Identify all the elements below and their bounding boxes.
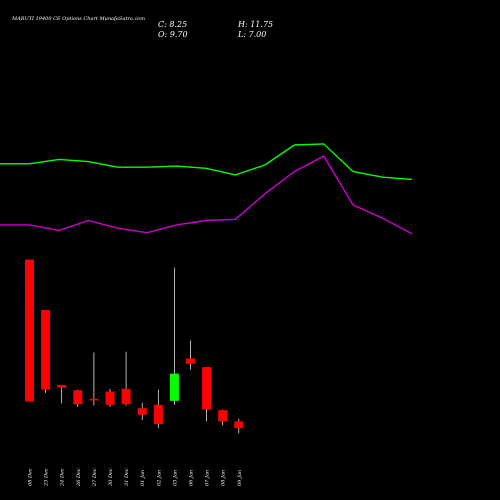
candle <box>202 367 212 422</box>
candle <box>73 389 83 407</box>
x-tick-label: 31 Dec <box>124 468 130 486</box>
close-value: C: 8.25 <box>158 20 187 29</box>
candle <box>186 340 195 370</box>
candle <box>137 402 147 421</box>
candle-body-down <box>57 384 67 388</box>
candlestick-series <box>25 259 244 434</box>
x-tick-label: 08 Dec <box>28 468 34 486</box>
candle <box>153 389 163 429</box>
x-tick-label: 23 Dec <box>44 468 50 487</box>
candle-body-down <box>218 410 228 422</box>
candle-body-down <box>202 367 212 410</box>
candle <box>105 388 115 407</box>
x-tick-label: 03 Jan <box>172 470 178 486</box>
candle-body-down <box>137 408 147 415</box>
x-tick-label: 09 Jan <box>237 470 243 486</box>
x-axis-tick-labels: 08 Dec 23 Dec 24 Dec 26 Dec 27 Dec 30 Dec 31 D… <box>28 468 243 487</box>
x-tick-label: 30 Dec <box>108 468 114 486</box>
candle-body-down <box>234 421 244 429</box>
candle-body-down <box>25 259 34 402</box>
candle <box>169 267 179 405</box>
x-tick-label: 01 Jan <box>140 470 146 486</box>
x-tick-label: 27 Dec <box>92 468 98 487</box>
candle-body-down <box>73 390 83 405</box>
candle <box>89 352 99 406</box>
candle-body-down <box>186 358 195 364</box>
candle <box>218 409 228 426</box>
candle-body-down <box>153 404 163 425</box>
low-value: L: 7.00 <box>237 30 266 39</box>
candle <box>57 384 67 404</box>
candle <box>41 310 51 393</box>
indicator-lines <box>0 143 413 235</box>
x-tick-label: 08 Jan <box>221 470 227 486</box>
x-tick-label: 02 Jan <box>156 470 162 486</box>
chart-title: MARUTI 19400 CE Options Chart MunafaSutr… <box>11 16 145 22</box>
x-tick-label: 07 Jan <box>205 470 211 486</box>
open-value: O: 9.70 <box>158 30 188 39</box>
x-tick-label: 06 Jan <box>189 470 195 486</box>
candle <box>121 351 131 406</box>
candle-body-up <box>169 373 179 401</box>
high-value: H: 11.75 <box>237 20 273 29</box>
candle-body-down <box>89 398 99 401</box>
x-tick-label: 24 Dec <box>60 468 66 487</box>
candle <box>234 418 244 434</box>
upper-indicator-line <box>0 143 413 181</box>
candle <box>25 259 34 402</box>
candle-body-down <box>105 391 115 405</box>
x-tick-label: 26 Dec <box>76 468 82 487</box>
candle-body-down <box>41 310 51 390</box>
candle-body-down <box>121 388 131 405</box>
lower-indicator-line <box>0 155 413 235</box>
